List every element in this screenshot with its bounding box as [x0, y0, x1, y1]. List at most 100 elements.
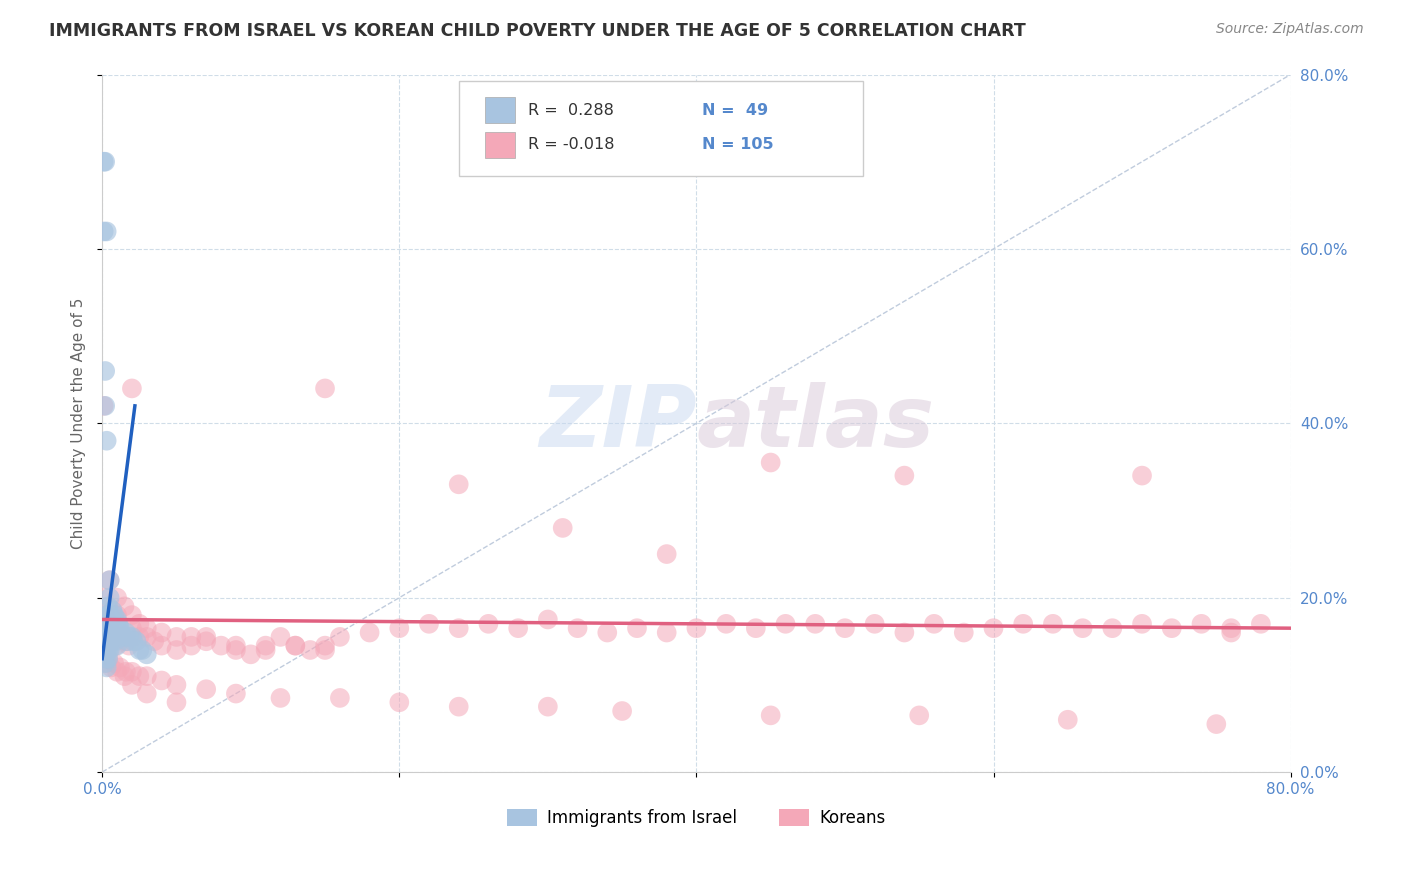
- Point: [96, 608, 118, 623]
- Point: [93, 399, 115, 413]
- Point: [685, 621, 707, 635]
- Point: [104, 634, 127, 648]
- Point: [1220, 625, 1243, 640]
- Point: [97, 599, 120, 614]
- Point: [118, 630, 141, 644]
- Point: [103, 630, 125, 644]
- Point: [135, 648, 157, 662]
- Point: [121, 665, 143, 679]
- Point: [105, 639, 128, 653]
- Point: [314, 639, 336, 653]
- Point: [180, 639, 202, 653]
- Point: [714, 616, 737, 631]
- Bar: [485, 132, 515, 158]
- Point: [1056, 713, 1078, 727]
- Point: [150, 673, 173, 688]
- Point: [121, 608, 143, 623]
- Point: [128, 630, 150, 644]
- Point: [93, 630, 115, 644]
- Point: [195, 682, 218, 697]
- Point: [125, 634, 148, 648]
- Point: [111, 630, 134, 644]
- Text: atlas: atlas: [696, 382, 935, 465]
- Point: [101, 634, 124, 648]
- Point: [108, 621, 131, 635]
- Point: [952, 625, 974, 640]
- Point: [110, 625, 132, 640]
- Point: [105, 665, 128, 679]
- Point: [239, 648, 262, 662]
- Point: [863, 616, 886, 631]
- Point: [893, 625, 915, 640]
- Point: [94, 608, 117, 623]
- Point: [98, 573, 121, 587]
- Point: [1042, 616, 1064, 631]
- Point: [166, 630, 188, 644]
- Point: [745, 621, 768, 635]
- Point: [93, 616, 115, 631]
- Point: [98, 634, 121, 648]
- Point: [655, 547, 678, 561]
- FancyBboxPatch shape: [458, 81, 863, 176]
- Point: [195, 634, 218, 648]
- Point: [96, 434, 118, 448]
- Point: [105, 608, 128, 623]
- Point: [103, 656, 125, 670]
- Point: [98, 608, 121, 623]
- Point: [209, 639, 232, 653]
- Point: [359, 625, 381, 640]
- Point: [537, 699, 560, 714]
- Point: [105, 591, 128, 605]
- Point: [551, 521, 574, 535]
- Point: [143, 634, 166, 648]
- Point: [94, 399, 117, 413]
- Point: [254, 643, 277, 657]
- Point: [121, 630, 143, 644]
- Point: [94, 154, 117, 169]
- Point: [115, 625, 138, 640]
- Point: [117, 634, 139, 648]
- Point: [100, 612, 122, 626]
- Point: [104, 639, 127, 653]
- Point: [893, 468, 915, 483]
- Point: [100, 625, 122, 640]
- Point: [105, 625, 128, 640]
- Point: [97, 630, 120, 644]
- Point: [834, 621, 856, 635]
- Point: [655, 625, 678, 640]
- Point: [1220, 621, 1243, 635]
- Point: [775, 616, 797, 631]
- Point: [94, 656, 117, 670]
- Point: [97, 643, 120, 657]
- Point: [418, 616, 440, 631]
- Point: [299, 643, 322, 657]
- Point: [128, 669, 150, 683]
- Point: [98, 643, 121, 657]
- Point: [105, 612, 128, 626]
- Point: [104, 616, 127, 631]
- Point: [93, 224, 115, 238]
- Point: [94, 625, 117, 640]
- Point: [97, 651, 120, 665]
- Point: [97, 616, 120, 631]
- Point: [166, 695, 188, 709]
- Point: [225, 687, 247, 701]
- Point: [269, 630, 291, 644]
- Point: [596, 625, 619, 640]
- Point: [388, 621, 411, 635]
- Point: [447, 621, 470, 635]
- Point: [118, 639, 141, 653]
- Point: [103, 608, 125, 623]
- Point: [128, 643, 150, 657]
- Point: [93, 591, 115, 605]
- Point: [115, 634, 138, 648]
- Point: [983, 621, 1005, 635]
- Point: [225, 643, 247, 657]
- Point: [150, 625, 173, 640]
- Point: [447, 477, 470, 491]
- Point: [96, 625, 118, 640]
- Text: N =  49: N = 49: [703, 103, 769, 118]
- Point: [94, 643, 117, 657]
- Point: [121, 381, 143, 395]
- Bar: [485, 97, 515, 123]
